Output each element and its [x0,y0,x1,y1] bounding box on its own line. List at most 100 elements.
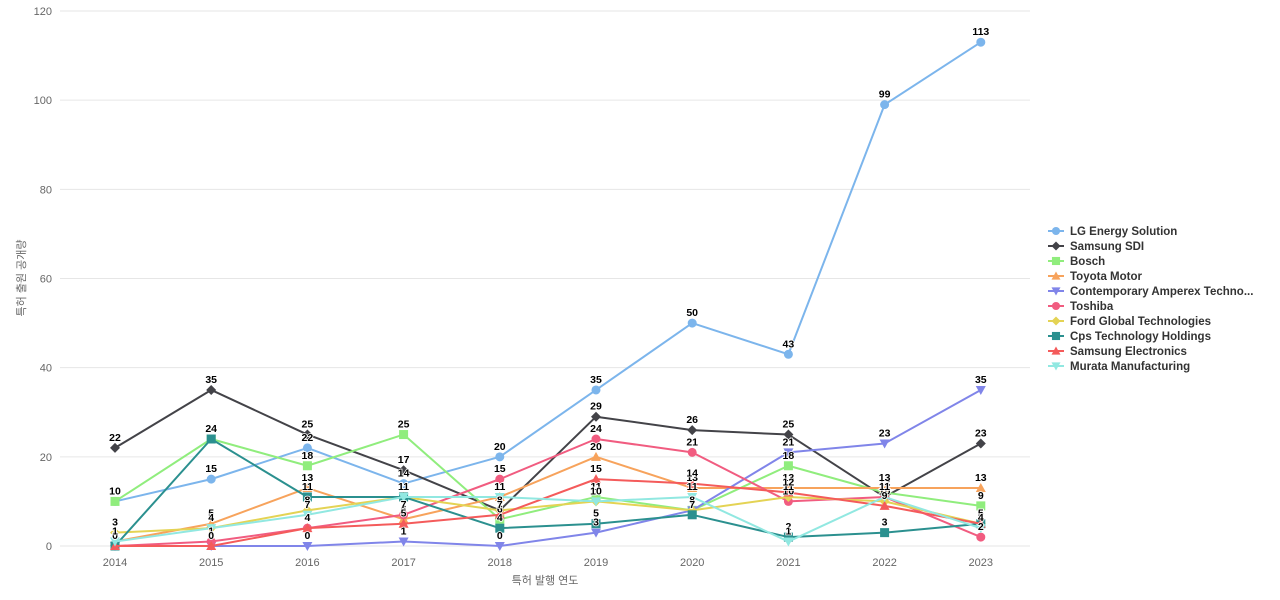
point-marker [1051,256,1061,266]
point-marker [302,492,312,502]
x-tick-label: 2015 [199,557,223,569]
point-marker [591,474,601,484]
series-line [114,388,982,512]
point-value-label: 24 [205,423,217,435]
legend-item-bosch[interactable]: Bosch [1048,256,1105,268]
y-tick-label: 100 [34,95,52,107]
point-marker [494,542,505,551]
point-value-label: 23 [975,427,987,439]
point-value-label: 1 [785,526,791,538]
series-cps-technology-holdings [110,434,986,551]
legend-item-toshiba[interactable]: Toshiba [1048,301,1114,313]
y-tick-label: 120 [34,6,52,18]
point-value-label: 14 [398,468,410,480]
point-marker [1051,226,1061,236]
point-value-label: 11 [590,481,601,493]
point-value-label: 5 [208,508,214,520]
point-value-label: 1 [401,526,407,538]
point-value-label: 7 [401,499,407,511]
point-value-label: 2 [978,521,984,533]
point-value-label: 13 [302,472,314,484]
point-value-label: 12 [783,477,795,489]
point-marker [975,438,986,449]
point-value-label: 13 [879,472,891,484]
point-value-label: 35 [590,374,602,386]
point-value-label: 29 [590,401,602,413]
point-value-label: 26 [686,414,698,426]
point-value-label: 11 [398,481,409,493]
point-marker [975,524,986,534]
point-value-label: 25 [398,419,410,431]
legend-item-cps-technology-holdings[interactable]: Cps Technology Holdings [1048,331,1211,343]
point-value-label: 21 [783,436,795,448]
point-value-label: 9 [882,490,888,502]
point-marker [976,501,986,511]
legend-item-lg-energy-solution[interactable]: LG Energy Solution [1048,226,1177,238]
series-samsung-sdi [110,384,986,516]
point-value-label: 11 [879,481,890,493]
legend-item-samsung-sdi[interactable]: Samsung SDI [1048,241,1144,253]
point-marker [591,411,601,422]
point-value-label: 4 [208,512,214,524]
point-value-label: 11 [783,481,794,493]
point-value-label: 113 [972,26,989,38]
point-value-label: 7 [689,499,695,511]
series-line [114,478,982,547]
point-value-label: 5 [401,508,407,520]
point-value-label: 99 [879,89,891,101]
series-line [114,41,982,503]
point-marker [494,492,505,502]
point-value-label: 10 [109,485,121,497]
point-marker [976,532,986,542]
point-value-label: 6 [401,503,407,515]
legend-item-samsung-electronics[interactable]: Samsung Electronics [1048,346,1187,358]
point-value-label: 0 [112,530,118,542]
point-marker [206,384,217,395]
point-value-label: 0 [112,530,118,542]
point-value-label: 0 [497,530,503,542]
point-value-label: 5 [978,508,984,520]
point-value-label: 3 [593,517,599,529]
point-marker [495,452,505,462]
legend-item-murata-manufacturing[interactable]: Murata Manufacturing [1048,361,1190,373]
legend-item-toyota-motor[interactable]: Toyota Motor [1048,271,1142,283]
x-tick-label: 2022 [872,557,896,569]
point-value-label: 11 [879,481,890,493]
legend-item-label: Toyota Motor [1070,271,1142,283]
point-marker [879,500,890,510]
point-marker [880,100,890,110]
point-marker [687,492,698,502]
point-marker [302,483,313,493]
point-marker [302,461,312,471]
point-marker [1051,271,1061,280]
point-marker [1051,301,1061,311]
point-marker [783,429,794,440]
point-value-label: 12 [879,477,891,489]
y-tick-label: 0 [46,541,52,553]
point-value-label: 8 [497,494,503,506]
point-marker [302,523,313,533]
point-value-label: 1 [208,526,214,538]
series-line [114,433,982,521]
point-value-label: 10 [590,485,602,497]
series-line [114,388,982,547]
point-marker [591,519,601,529]
point-marker [110,496,120,506]
point-marker [591,451,601,461]
point-value-label: 13 [686,472,698,484]
legend-item-contemporary-amperex-techno[interactable]: Contemporary Amperex Techno... [1048,286,1253,298]
x-tick-label: 2023 [969,557,993,569]
series-line [114,438,982,547]
point-value-label: 22 [109,432,121,444]
point-value-label: 0 [112,530,118,542]
y-axis-tick-labels: 0 20 40 60 80 100 120 [34,6,52,553]
y-tick-label: 60 [40,274,52,286]
point-value-label: 4 [497,512,503,524]
point-marker [687,318,697,328]
point-value-label: 13 [975,472,987,484]
x-axis-tick-labels: 2014 2015 2016 2017 2018 2019 2020 2021 2022 2023 [103,557,993,569]
point-marker [495,523,505,533]
legend-item-ford-global-technologies[interactable]: Ford Global Technologies [1048,316,1211,328]
